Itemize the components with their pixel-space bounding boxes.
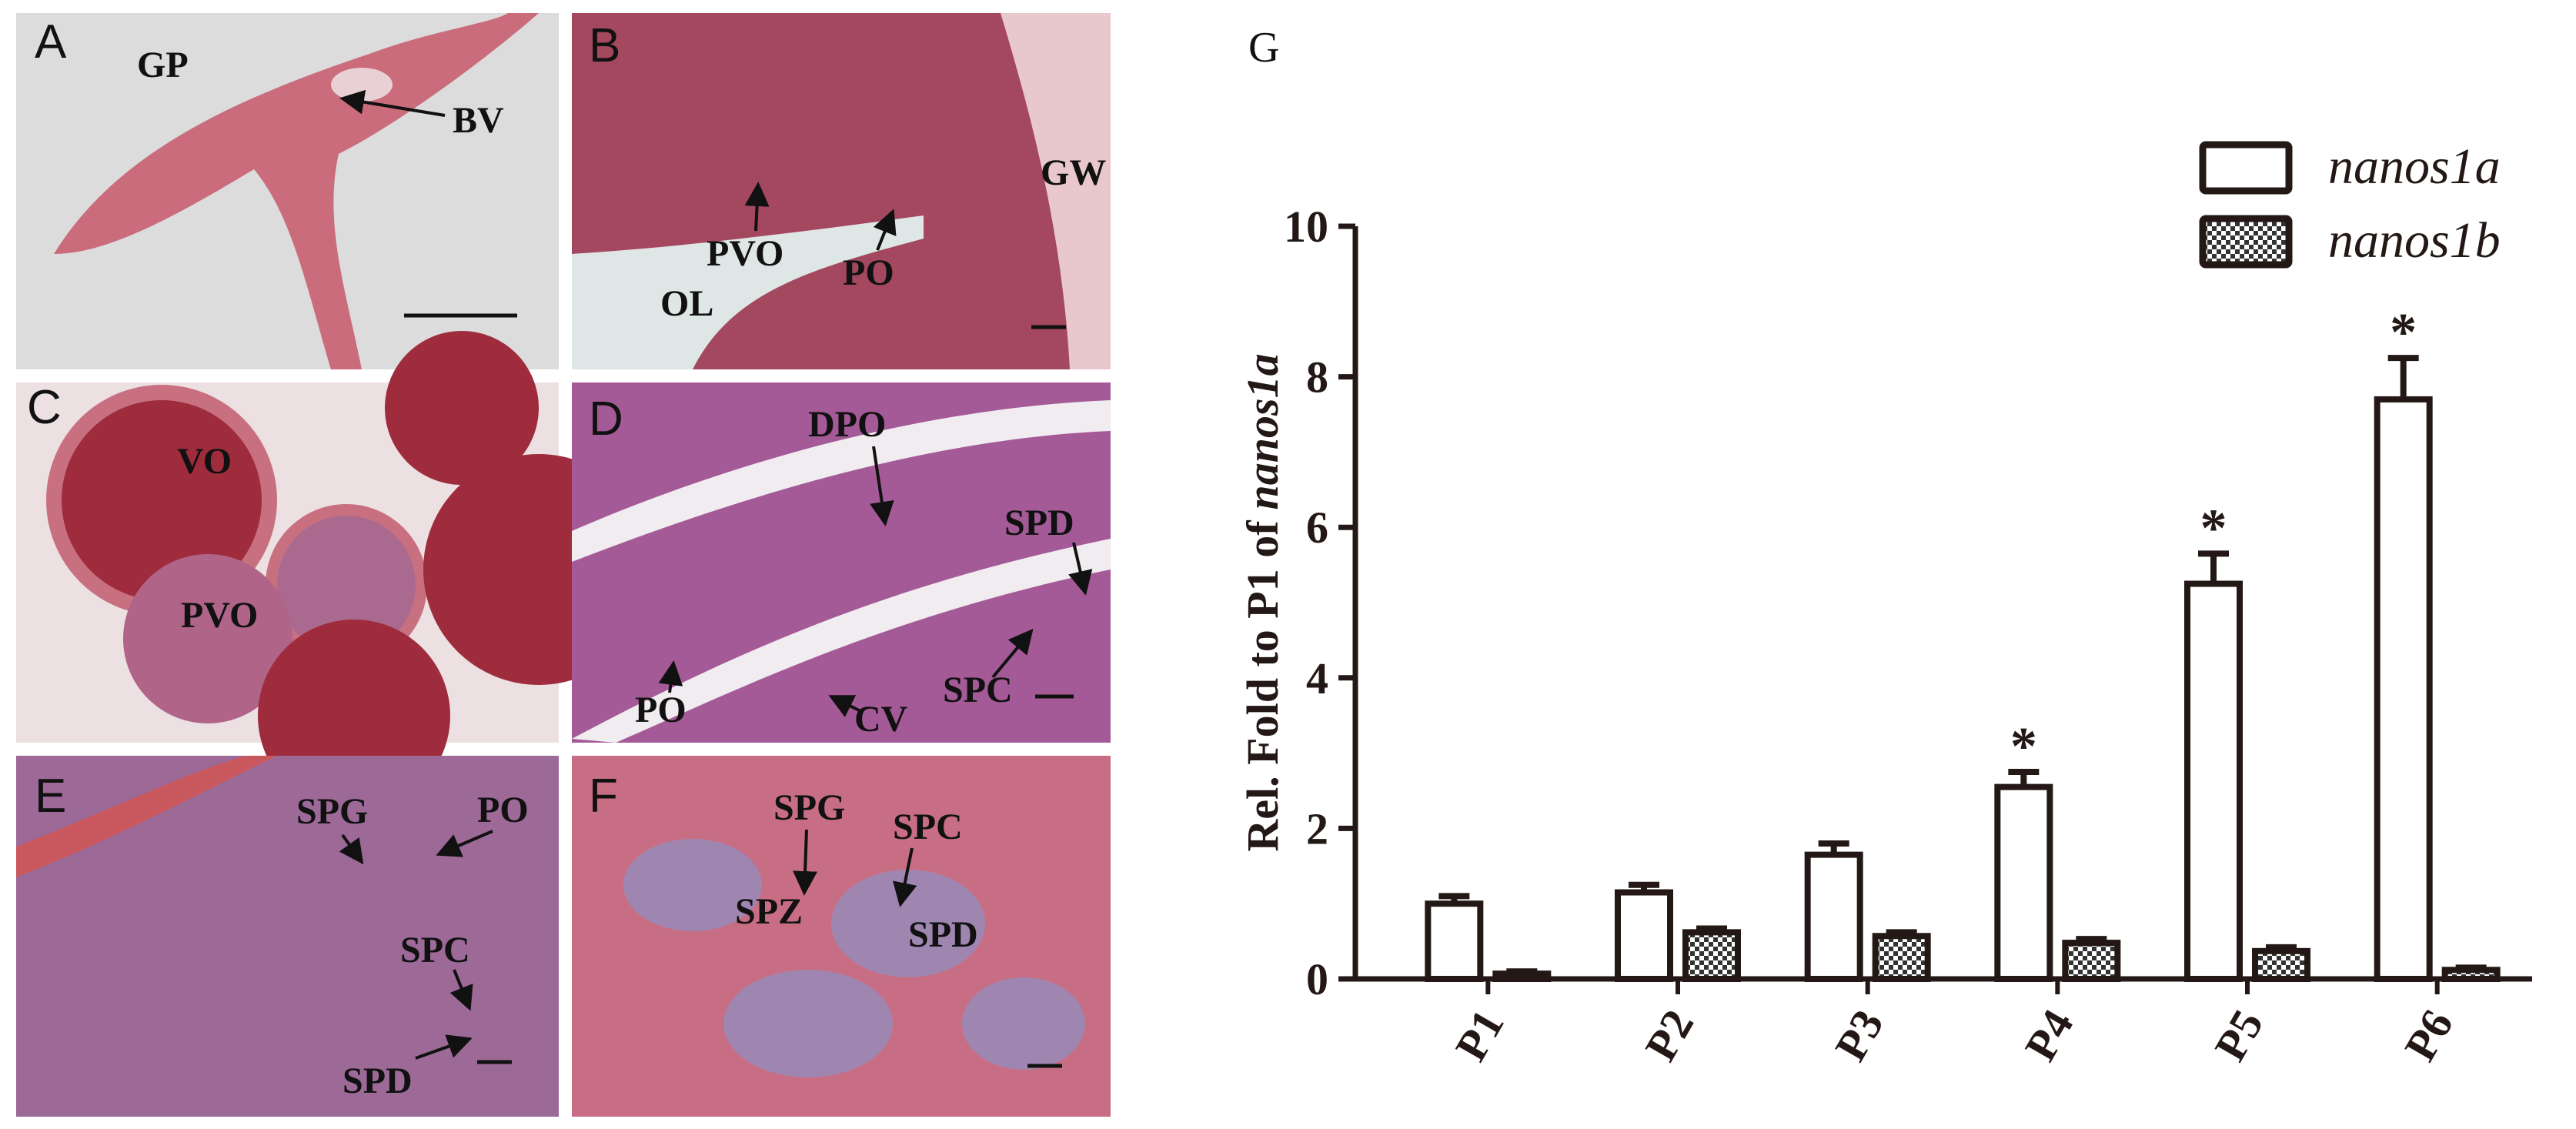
panel-e: E SPG PO SPC SPD bbox=[16, 756, 559, 1117]
panel-letter: G bbox=[1248, 24, 1279, 72]
tissue-label: DPO bbox=[808, 404, 886, 445]
legend-label: nanos1b bbox=[2328, 212, 2501, 269]
x-tick-label: P4 bbox=[2015, 1001, 2083, 1069]
tissue-label: SPD bbox=[342, 1061, 413, 1101]
bar bbox=[1615, 889, 1673, 983]
tissue-label: SPZ bbox=[735, 891, 803, 932]
y-label-italic: nanos1a bbox=[1238, 353, 1288, 509]
y-tick-label: 4 bbox=[1306, 653, 1328, 703]
bar bbox=[2062, 940, 2121, 983]
panel-letter: D bbox=[589, 392, 623, 446]
panel-letter: B bbox=[589, 19, 620, 72]
y-tick-label: 8 bbox=[1306, 352, 1328, 402]
tissue-label: PO bbox=[843, 252, 894, 293]
panel-c: C VO PVO bbox=[16, 331, 654, 812]
tissue-label: BV bbox=[453, 100, 504, 141]
tissue-label: SPC bbox=[943, 670, 1013, 710]
tissue-label: SPC bbox=[400, 930, 470, 970]
x-tick-label: P5 bbox=[2205, 1001, 2274, 1069]
panel-letter: E bbox=[35, 770, 66, 823]
tissue-label: PO bbox=[635, 690, 687, 730]
legend-swatch bbox=[2199, 215, 2293, 269]
significance: * bbox=[2200, 499, 2227, 558]
x-tick-label: P2 bbox=[1635, 1001, 1704, 1069]
y-tick-label: 10 bbox=[1284, 202, 1328, 252]
tissue-label: PVO bbox=[707, 233, 783, 274]
bar bbox=[1682, 929, 1741, 983]
x-tick-label: P3 bbox=[1825, 1001, 1893, 1069]
significance: * bbox=[2010, 717, 2037, 777]
bar bbox=[1872, 933, 1931, 983]
x-tick-label: P1 bbox=[1445, 1001, 1514, 1069]
bar bbox=[2441, 967, 2501, 983]
y-tick-label: 6 bbox=[1306, 503, 1328, 553]
tissue-label: SPG bbox=[296, 791, 368, 832]
bar bbox=[1425, 900, 1484, 982]
panel-d: D DPO SPD PO CV SPC bbox=[572, 382, 1111, 743]
panel-letter: F bbox=[589, 770, 618, 823]
tissue-label: SPD bbox=[908, 914, 978, 955]
tissue-label: CV bbox=[854, 699, 908, 740]
tissue-label: SPC bbox=[893, 807, 963, 847]
panel-f: F SPG SPC SPZ SPD bbox=[572, 756, 1111, 1117]
tissue-label: VO bbox=[177, 441, 232, 482]
tissue-label: PVO bbox=[181, 595, 258, 636]
tissue-label: PO bbox=[477, 790, 529, 830]
tissue-label: SPG bbox=[773, 787, 845, 828]
bar-chart: G Rel. Fold to P1 of nanos1a 0 2 4 6 8 10 P1 P2 P… bbox=[1238, 24, 2532, 1069]
bar bbox=[2374, 396, 2433, 982]
panel-b: B GW PVO PO OL bbox=[572, 13, 1111, 369]
tissue-label: SPD bbox=[1004, 503, 1074, 543]
tissue-label: GW bbox=[1041, 152, 1106, 193]
x-tick-label: P6 bbox=[2394, 1001, 2463, 1069]
tissue-label: GP bbox=[137, 45, 189, 85]
significance: * bbox=[2390, 303, 2417, 362]
bar bbox=[1994, 783, 2053, 982]
bar bbox=[1492, 970, 1552, 983]
bar bbox=[2184, 580, 2243, 982]
tissue-label: OL bbox=[660, 283, 713, 324]
panel-letter: A bbox=[35, 15, 67, 68]
bar bbox=[1804, 851, 1863, 982]
legend-swatch bbox=[2199, 141, 2293, 195]
y-axis-label: Rel. Fold to P1 of nanos1a bbox=[1238, 353, 1288, 851]
bar bbox=[2252, 947, 2310, 982]
y-label-text: Rel. Fold to P1 of bbox=[1238, 520, 1288, 852]
y-tick-label: 0 bbox=[1306, 954, 1328, 1004]
legend-label: nanos1a bbox=[2328, 139, 2501, 195]
panel-letter: C bbox=[27, 381, 62, 434]
y-tick-label: 2 bbox=[1306, 803, 1328, 853]
panel-a: A GP BV bbox=[16, 13, 559, 369]
